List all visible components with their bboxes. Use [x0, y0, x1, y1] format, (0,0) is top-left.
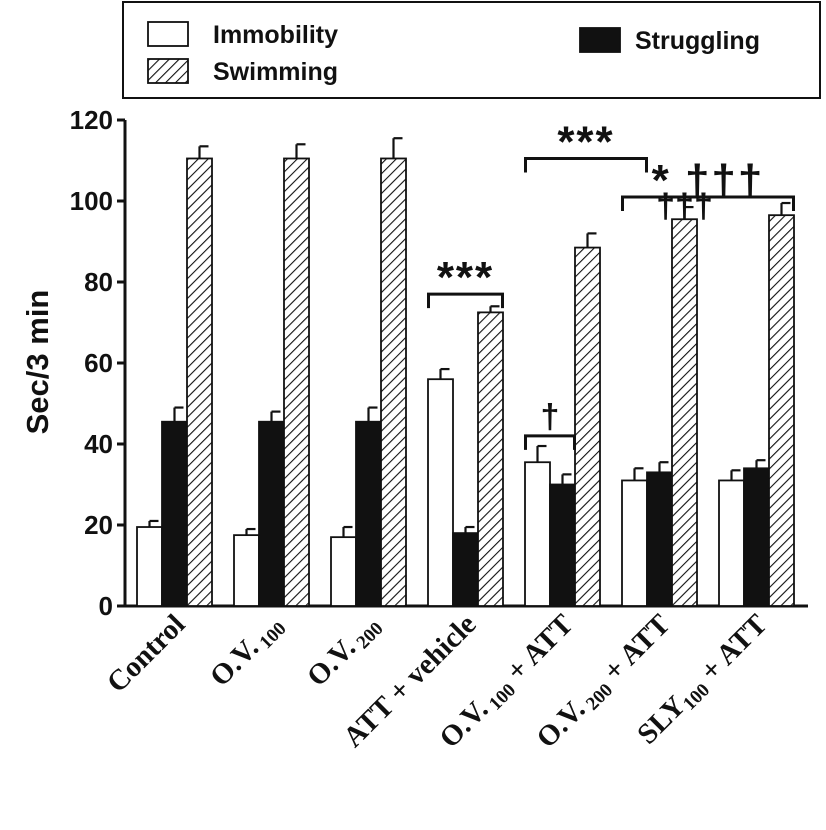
bar-struggling-6	[743, 467, 770, 607]
significance-bracket	[427, 292, 504, 309]
bar-immobility-3	[427, 378, 454, 607]
x-tick-label: O.V. 100	[204, 608, 291, 695]
bar-immobility-1	[233, 534, 260, 607]
bars	[136, 137, 795, 607]
x-tick-label: Control	[101, 608, 192, 699]
significance-label: †††	[656, 187, 713, 225]
legend-label-struggling: Struggling	[635, 27, 760, 55]
bar-swimming-1	[283, 157, 310, 607]
bar-swimming-6	[768, 214, 795, 607]
significance-bracket	[524, 434, 576, 450]
significance-bracket	[524, 156, 648, 173]
bar-struggling-2	[355, 420, 382, 607]
legend-label-immobility: Immobility	[213, 21, 338, 49]
significance-label: ***	[437, 253, 494, 302]
bar-immobility-2	[330, 536, 357, 607]
bar-swimming-2	[380, 157, 407, 607]
y-axis-label: Sec/3 min	[20, 290, 55, 435]
bar-struggling-5	[646, 471, 673, 607]
bar-struggling-1	[258, 420, 285, 607]
legend-label-swimming: Swimming	[213, 58, 338, 86]
x-tick-label-tail: + ATT	[689, 608, 773, 692]
y-tick-label: 40	[84, 429, 113, 459]
bar-swimming-0	[186, 157, 213, 607]
y-ticks: 0 20 40 60 80 100 120	[70, 105, 125, 621]
bar-swimming-3	[477, 311, 504, 607]
significance-label: * †††	[652, 156, 765, 205]
significance-label: ***	[557, 117, 614, 166]
y-tick-label: 80	[84, 267, 113, 297]
bar-immobility-6	[718, 479, 745, 607]
bar-immobility-5	[621, 479, 648, 607]
legend-swatch-struggling	[579, 27, 621, 53]
bar-struggling-4	[549, 483, 576, 607]
y-tick-label: 100	[70, 186, 113, 216]
x-tick-label-tail: + ATT	[592, 608, 676, 692]
bar-immobility-4	[524, 461, 551, 607]
bar-immobility-0	[136, 526, 163, 607]
x-tick-label-tail: + ATT	[495, 608, 579, 692]
legend-swatch-swimming	[147, 58, 189, 84]
legend-swatch-immobility	[147, 21, 189, 47]
bar-swimming-5	[671, 218, 698, 607]
significance-bracket	[621, 195, 795, 211]
bar-struggling-3	[452, 532, 479, 607]
y-tick-label: 0	[99, 591, 113, 621]
legend: Immobility Swimming Struggling	[122, 1, 821, 99]
y-tick-label: 120	[70, 105, 113, 135]
legend-box	[122, 1, 821, 99]
significance-label: †	[541, 398, 560, 436]
bar-swimming-4	[574, 246, 601, 607]
significance-annotations: *** † *** †††* †††	[427, 117, 795, 450]
x-tick-label-main: Control	[101, 608, 192, 699]
x-tick-label: O.V. 200	[301, 608, 388, 695]
y-tick-label: 20	[84, 510, 113, 540]
bar-struggling-0	[161, 420, 188, 607]
y-tick-label: 60	[84, 348, 113, 378]
